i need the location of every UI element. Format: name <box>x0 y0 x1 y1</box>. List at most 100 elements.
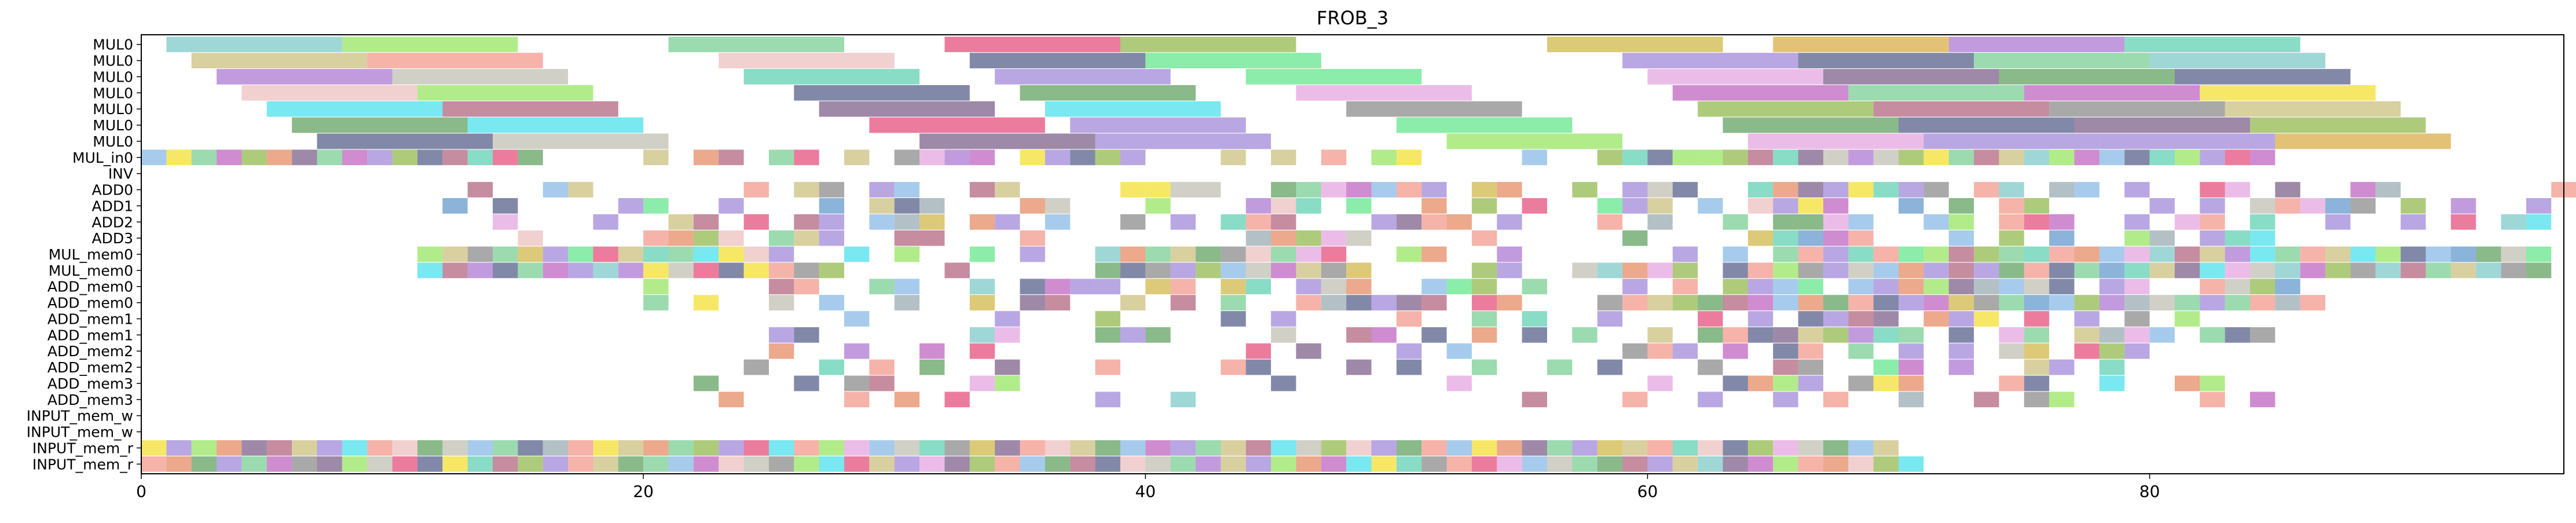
y-tick-label: MUL0 <box>93 36 133 53</box>
x-tick-label: 0 <box>136 482 146 501</box>
task-cell <box>593 246 618 262</box>
task-cell <box>1296 198 1321 214</box>
task-cell <box>1873 262 1899 279</box>
task-cell <box>1321 295 1347 310</box>
task-cell <box>618 262 644 279</box>
y-tick-label: MUL_in0 <box>72 149 133 166</box>
y-tick-label: MUL0 <box>93 68 133 85</box>
task-cell <box>593 262 618 279</box>
task-cell <box>518 440 543 456</box>
task-bar <box>995 69 1171 85</box>
task-cell <box>1070 456 1095 472</box>
task-cell <box>1346 198 1372 214</box>
task-cell <box>1396 246 1422 262</box>
task-cell <box>2124 230 2150 246</box>
task-cell <box>1371 214 1397 230</box>
task-cell <box>1698 456 1723 472</box>
task-cell <box>2325 214 2351 230</box>
task-cell <box>1095 262 1120 279</box>
task-cell <box>1371 440 1397 456</box>
task-cell <box>794 214 819 230</box>
task-cell <box>1145 279 1171 295</box>
task-cell <box>2049 295 2075 310</box>
task-cell <box>1572 456 1597 472</box>
task-cell <box>1948 279 1974 295</box>
task-cell <box>1848 149 1874 166</box>
task-cell <box>668 230 694 246</box>
task-cell <box>1622 182 1648 198</box>
task-cell <box>2200 246 2225 262</box>
task-cell <box>1221 440 1246 456</box>
task-cell <box>618 456 644 472</box>
task-cell <box>869 456 895 472</box>
task-bar <box>2099 133 2275 149</box>
task-cell <box>2250 392 2275 408</box>
task-cell <box>2250 214 2275 230</box>
task-cell <box>844 149 870 166</box>
task-cell <box>1798 375 1823 392</box>
y-tick-label: ADD_mem1 <box>47 327 133 343</box>
task-cell <box>1271 246 1296 262</box>
task-cell <box>1245 279 1271 295</box>
task-cell <box>1974 246 1999 262</box>
task-cell <box>417 246 443 262</box>
y-tick-label: INPUT_mem_w <box>27 424 133 441</box>
task-cell <box>693 246 719 262</box>
task-cell <box>1446 456 1472 472</box>
task-cell <box>1899 182 1924 198</box>
task-bar <box>969 53 1146 68</box>
task-cell <box>2099 246 2125 262</box>
task-bar <box>342 36 518 53</box>
task-cell <box>2074 311 2099 327</box>
task-cell <box>919 149 945 166</box>
task-cell <box>1497 295 1522 310</box>
task-cell <box>467 149 493 166</box>
task-cell <box>2250 246 2275 262</box>
task-cell <box>1723 343 1748 359</box>
task-cell <box>2200 327 2225 343</box>
task-cell <box>518 149 543 166</box>
task-cell <box>317 456 342 472</box>
task-bar <box>1773 36 1949 53</box>
task-cell <box>467 182 493 198</box>
task-bar <box>2124 36 2300 53</box>
task-cell <box>2124 149 2150 166</box>
task-cell <box>1296 343 1321 359</box>
task-cell <box>1421 327 1447 343</box>
task-cell <box>2099 149 2125 166</box>
task-cell <box>1823 392 1849 408</box>
task-cell <box>593 214 618 230</box>
task-cell <box>693 440 719 456</box>
task-cell <box>1421 279 1447 295</box>
task-cell <box>1145 327 1171 343</box>
task-cell <box>2049 214 2075 230</box>
task-cell <box>1622 279 1648 295</box>
task-cell <box>2124 343 2150 359</box>
task-cell <box>894 230 920 246</box>
task-cell <box>141 440 167 456</box>
task-cell <box>518 230 543 246</box>
task-cell <box>743 456 769 472</box>
task-cell <box>1145 198 1171 214</box>
task-cell <box>1170 262 1196 279</box>
task-cell <box>1145 182 1171 198</box>
task-cell <box>1120 295 1146 310</box>
task-cell <box>493 198 518 214</box>
task-cell <box>2024 295 2050 310</box>
task-cell <box>995 456 1020 472</box>
task-cell <box>1747 440 1773 456</box>
task-cell <box>1245 230 1271 246</box>
task-cell <box>1547 440 1573 456</box>
task-cell <box>894 149 920 166</box>
task-cell <box>543 182 569 198</box>
task-cell <box>668 246 694 262</box>
task-cell <box>794 375 819 392</box>
task-cell <box>442 262 468 279</box>
task-cell <box>794 262 819 279</box>
task-cell <box>1095 392 1120 408</box>
task-cell <box>2149 262 2175 279</box>
task-cell <box>1873 359 1899 375</box>
task-cell <box>1747 311 1773 327</box>
task-cell <box>768 262 794 279</box>
